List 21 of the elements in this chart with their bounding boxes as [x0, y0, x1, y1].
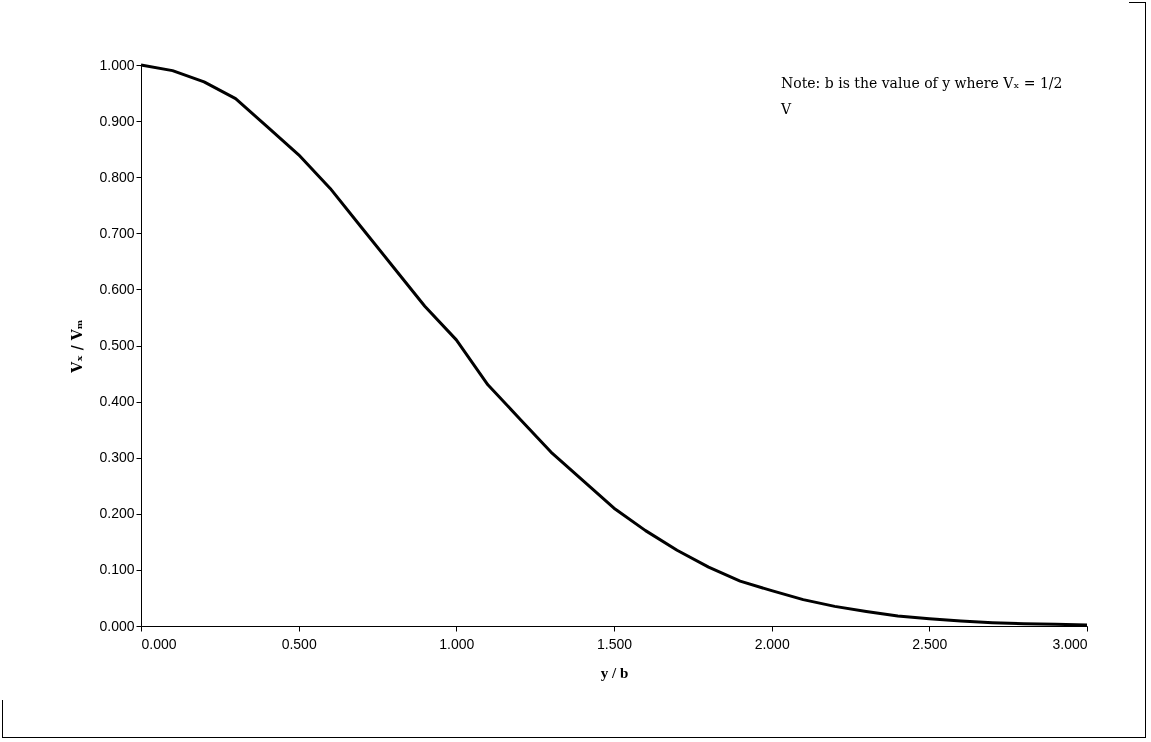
- annotation: Note: b is the value of y where Vₓ = 1/2 V: [780, 75, 1063, 117]
- y-tick-label: 0.100: [99, 561, 135, 578]
- y-axis-title: Vₓ / Vₘ: [69, 319, 86, 374]
- y-tick-label: 0.800: [99, 168, 135, 185]
- y-tick-label: 1.000: [99, 56, 135, 73]
- y-tick-label: 0.300: [99, 449, 135, 466]
- y-tick-label: 0.000: [99, 617, 135, 634]
- x-tick-label: 0.500: [281, 635, 317, 652]
- y-tick-label: 0.700: [99, 224, 135, 241]
- x-tick-label: 3.000: [1052, 635, 1088, 652]
- y-tick-label: 0.900: [99, 112, 135, 129]
- y-tick-label: 0.600: [99, 280, 135, 297]
- x-tick-label: 0.000: [141, 635, 177, 652]
- y-tick-label: 0.200: [99, 505, 135, 522]
- y-tick-label: 0.400: [99, 393, 135, 410]
- x-tick-label: 1.000: [439, 635, 475, 652]
- x-tick-label: 2.000: [754, 635, 790, 652]
- x-tick-label: 1.500: [596, 635, 633, 652]
- y-tick-label: 0.500: [99, 337, 135, 353]
- x-axis-title: y / b: [600, 664, 629, 681]
- x-tick-label: 2.500: [912, 635, 948, 652]
